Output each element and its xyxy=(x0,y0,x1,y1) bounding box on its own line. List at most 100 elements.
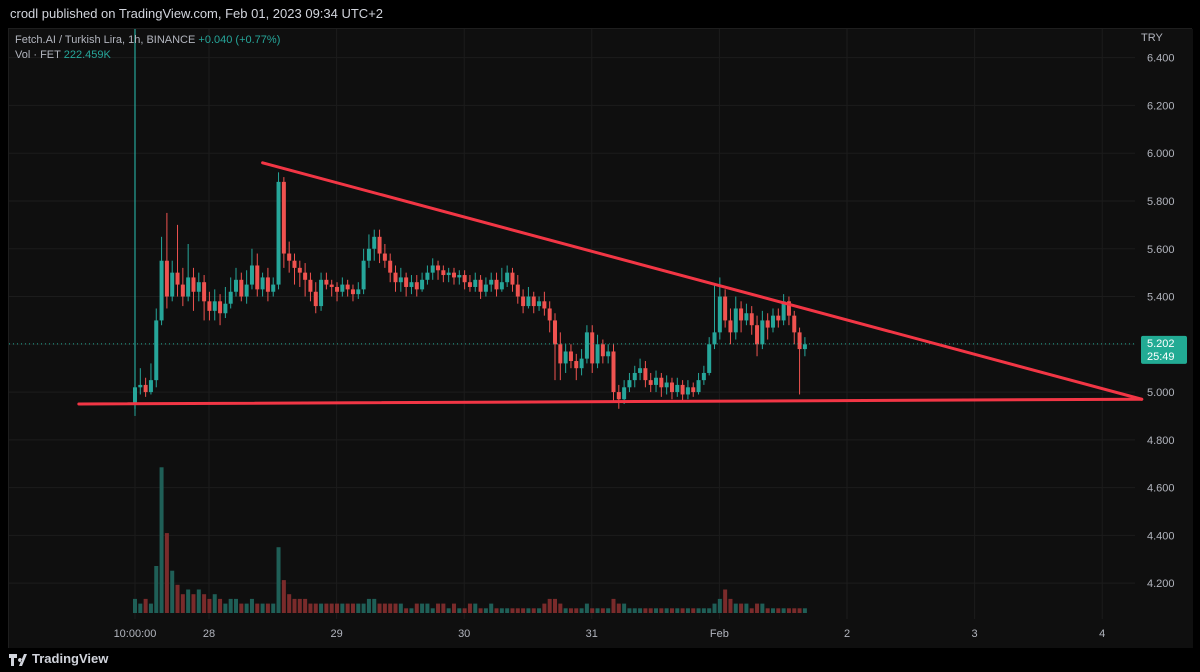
candle-body xyxy=(207,301,212,311)
candle-body xyxy=(494,279,499,290)
volume-bar xyxy=(265,603,270,613)
volume-bar xyxy=(196,589,201,613)
chart-frame[interactable]: TRY6.4006.2006.0005.8005.6005.4005.2005.… xyxy=(8,28,1193,649)
volume-bar xyxy=(148,603,153,613)
candle-body xyxy=(430,265,435,273)
volume-bar xyxy=(425,603,430,613)
candle-body xyxy=(712,332,717,345)
candle-body xyxy=(372,236,377,249)
tradingview-logo-icon xyxy=(9,654,27,666)
legend-line2: Vol · FET 222.459K xyxy=(15,49,111,61)
volume-bar xyxy=(680,608,685,613)
footer-brand: TradingView xyxy=(32,651,109,666)
volume-bar xyxy=(175,584,180,613)
candle-body xyxy=(297,267,302,273)
volume-bar xyxy=(499,608,504,613)
descending-trendline[interactable] xyxy=(261,161,1144,401)
publish-header: crodl published on TradingView.com, Feb … xyxy=(0,0,1200,28)
volume-bar xyxy=(622,603,627,613)
volume-bar xyxy=(723,589,728,613)
volume-bar xyxy=(409,608,414,613)
candle-body xyxy=(154,320,159,381)
price-chart[interactable]: TRY6.4006.2006.0005.8005.6005.4005.2005.… xyxy=(9,29,1193,649)
current-price-value: 5.202 xyxy=(1147,338,1175,350)
candle-body xyxy=(638,368,643,373)
candle-body xyxy=(595,344,600,364)
volume-bar xyxy=(287,594,292,613)
candle-body xyxy=(781,301,786,321)
candle-body xyxy=(749,313,754,326)
support-trendline[interactable] xyxy=(77,397,1144,406)
time-tick-label: Feb xyxy=(710,628,729,640)
candle-body xyxy=(441,270,446,276)
volume-bar xyxy=(664,608,669,613)
candle-body xyxy=(654,377,659,385)
volume-bar xyxy=(457,608,462,613)
candle-body xyxy=(303,272,308,280)
candle-body xyxy=(356,289,361,295)
candle-body xyxy=(249,265,254,285)
volume-bar xyxy=(202,594,207,613)
candle-body xyxy=(526,296,531,307)
volume-bar xyxy=(414,603,419,613)
price-tick-label: 5.000 xyxy=(1147,387,1175,399)
candle-body xyxy=(366,248,371,261)
volume-bar xyxy=(132,598,137,613)
volume-bar xyxy=(244,603,249,613)
candle-body xyxy=(802,344,807,350)
price-tick-label: 5.400 xyxy=(1147,292,1175,304)
volume-bar xyxy=(154,566,159,613)
volume-bar xyxy=(792,608,797,613)
candle-body xyxy=(239,279,244,297)
candle-body xyxy=(553,320,558,345)
volume-bar xyxy=(462,608,467,613)
time-tick-label: 31 xyxy=(586,628,598,640)
publish-text: crodl published on TradingView.com, Feb … xyxy=(10,6,384,21)
candle-body xyxy=(414,282,419,290)
volume-bar xyxy=(228,598,233,613)
candle-body xyxy=(723,296,728,321)
volume-bar xyxy=(281,580,286,613)
candle-body xyxy=(425,272,430,280)
volume-bar xyxy=(760,603,765,613)
volume-bar xyxy=(239,603,244,613)
current-price-tag xyxy=(1141,335,1187,364)
volume-bar xyxy=(802,608,807,613)
candle-body xyxy=(760,320,765,345)
volume-bar xyxy=(398,603,403,613)
volume-bar xyxy=(404,608,409,613)
candle-body xyxy=(696,380,701,393)
volume-bar xyxy=(143,598,148,613)
candle-body xyxy=(170,272,175,297)
volume-bar xyxy=(574,608,579,613)
candle-body xyxy=(510,272,515,285)
candle-body xyxy=(600,344,605,357)
volume-bar xyxy=(473,603,478,613)
candle-body xyxy=(590,332,595,364)
price-tick-label: 5.600 xyxy=(1147,244,1175,256)
candle-body xyxy=(164,260,169,297)
candle-body xyxy=(478,279,483,292)
candle-body xyxy=(148,380,153,393)
candle-body xyxy=(202,282,207,302)
volume-bar xyxy=(271,603,276,613)
volume-bar xyxy=(494,608,499,613)
candle-body xyxy=(223,303,228,314)
candle-body xyxy=(462,275,467,283)
candle-body xyxy=(234,279,239,292)
candle-body xyxy=(728,320,733,333)
volume-bar xyxy=(441,603,446,613)
volume-bar xyxy=(138,603,143,613)
volume-bar xyxy=(436,603,441,613)
candle-body xyxy=(542,301,547,309)
candle-body xyxy=(765,320,770,328)
volume-bar xyxy=(579,608,584,613)
candle-body xyxy=(409,282,414,287)
volume-bar xyxy=(733,603,738,613)
time-tick-label: 10:00:00 xyxy=(114,628,157,640)
candle-body xyxy=(786,301,791,316)
volume-bar xyxy=(393,603,398,613)
price-tick-label: 6.200 xyxy=(1147,100,1175,112)
volume-bar xyxy=(584,603,589,613)
candle-body xyxy=(483,284,488,292)
